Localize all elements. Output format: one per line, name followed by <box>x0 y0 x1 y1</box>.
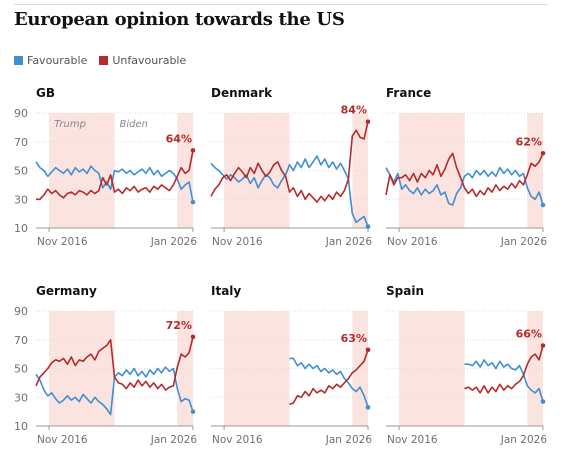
top-rule <box>14 4 548 5</box>
series-line-favourable <box>289 357 369 408</box>
series-line-unfavourable <box>36 150 194 201</box>
x-tick-label: Jan 2026 <box>500 434 548 446</box>
panel-france: France Nov 2016 Jan 2026 62% <box>385 86 548 248</box>
panel-title: Spain <box>386 284 424 298</box>
series-line-unfavourable <box>210 121 369 203</box>
x-tick-label: Nov 2016 <box>212 236 263 248</box>
panel-title: GB <box>36 86 55 100</box>
x-tick-label: Jan 2026 <box>325 236 373 248</box>
end-value-label: 62% <box>516 135 542 148</box>
end-point-favourable <box>365 224 371 229</box>
x-tick-label: Nov 2016 <box>387 434 438 446</box>
y-tick-label: 50 <box>14 165 28 178</box>
x-tick-label: Jan 2026 <box>150 236 198 248</box>
end-point-favourable <box>190 199 196 205</box>
x-tick-label: Nov 2016 <box>212 434 263 446</box>
end-value-label: 72% <box>166 319 192 332</box>
shaded-period <box>527 113 543 228</box>
panel-germany: Germany 10 30 50 70 90 Nov 2016 Jan 2026 72% <box>14 284 197 446</box>
panel-title: France <box>386 86 431 100</box>
panel-italy: Italy Nov 2016 Jan 2026 63% <box>211 284 372 446</box>
end-value-label: 66% <box>516 328 542 341</box>
chart-title: European opinion towards the US <box>14 9 345 30</box>
period-label-biden: Biden <box>120 119 148 130</box>
end-value-label: 84% <box>341 104 367 117</box>
panel-title: Germany <box>36 284 97 298</box>
y-tick-label: 70 <box>14 334 28 347</box>
end-value-label: 64% <box>166 132 192 145</box>
end-point-favourable <box>540 202 546 208</box>
series-line-unfavourable <box>385 152 544 198</box>
end-point-unfavourable <box>540 150 546 156</box>
y-tick-label: 10 <box>14 222 28 235</box>
legend-item-favourable: Favourable <box>14 54 87 67</box>
y-tick-label: 10 <box>14 420 28 433</box>
panel-gb: GB 10 30 50 70 90 Nov 2016 Jan 2026 Trump Biden 64… <box>14 86 197 248</box>
panel-denmark: Denmark Nov 2016 Jan 2026 84% <box>210 86 373 248</box>
legend-swatch-favourable <box>14 56 23 65</box>
end-point-favourable <box>540 399 546 404</box>
panel-spain: Spain Nov 2016 Jan 2026 66% <box>386 284 547 446</box>
end-point-unfavourable <box>540 343 546 348</box>
series-line-favourable <box>385 166 544 206</box>
series-line-favourable <box>35 161 194 203</box>
series-line-favourable <box>210 155 369 227</box>
legend: Favourable Unfavourable <box>14 54 198 67</box>
x-tick-label: Nov 2016 <box>387 236 438 248</box>
y-tick-label: 70 <box>14 136 28 149</box>
end-point-unfavourable <box>365 347 371 353</box>
y-tick-label: 90 <box>14 305 28 318</box>
x-tick-label: Jan 2026 <box>150 434 198 446</box>
legend-item-unfavourable: Unfavourable <box>99 54 186 67</box>
y-tick-label: 50 <box>14 363 28 376</box>
end-point-unfavourable <box>190 148 196 153</box>
x-tick-label: Nov 2016 <box>37 434 88 446</box>
x-tick-label: Jan 2026 <box>325 434 373 446</box>
x-tick-label: Nov 2016 <box>37 236 88 248</box>
period-label-trump: Trump <box>54 119 86 130</box>
end-value-label: 63% <box>341 332 367 345</box>
legend-swatch-unfavourable <box>99 56 109 65</box>
end-point-unfavourable <box>190 334 196 340</box>
panel-title: Italy <box>211 284 241 298</box>
legend-label-unfavourable: Unfavourable <box>112 54 187 67</box>
shaded-period <box>352 311 368 426</box>
end-point-favourable <box>190 409 196 414</box>
series-line-unfavourable <box>289 349 369 406</box>
series-line-unfavourable <box>35 336 194 391</box>
series-line-unfavourable <box>464 345 544 394</box>
y-tick-label: 30 <box>14 391 28 404</box>
y-tick-label: 30 <box>14 193 28 206</box>
end-point-favourable <box>365 405 371 410</box>
legend-label-favourable: Favourable <box>27 54 88 67</box>
x-tick-label: Jan 2026 <box>500 236 548 248</box>
end-point-unfavourable <box>365 119 371 124</box>
series-line-favourable <box>464 359 544 402</box>
panel-title: Denmark <box>211 86 273 100</box>
y-tick-label: 90 <box>14 107 28 120</box>
